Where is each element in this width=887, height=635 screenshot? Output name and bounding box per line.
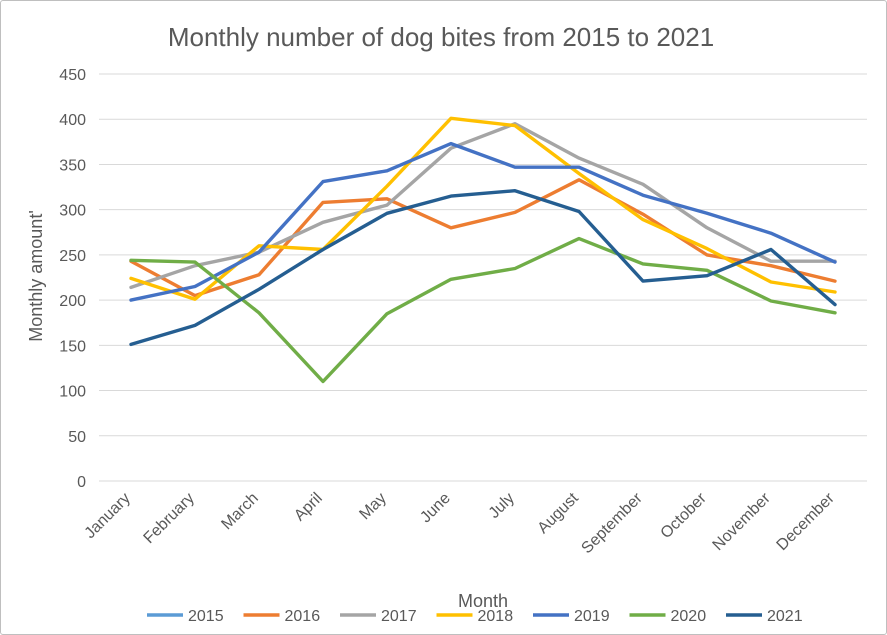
y-tick-label: 50 (68, 429, 86, 446)
series-line-2021 (129, 188, 837, 347)
x-axis-title: Month (458, 591, 508, 611)
series-lines (129, 116, 837, 384)
x-tick-label: November (710, 489, 775, 554)
legend-label-2015: 2015 (188, 608, 224, 625)
x-tick-label: April (291, 490, 326, 525)
y-tick-label: 0 (77, 474, 86, 491)
series-line-2019 (129, 141, 837, 302)
y-tick-label: 250 (59, 248, 86, 265)
series-line-2016 (129, 178, 837, 298)
y-axis-ticks: 0 50 100 150 200 250 300 350 400 450 (59, 67, 86, 491)
x-tick-label: June (417, 490, 454, 527)
x-axis-ticks: January February March April May June July Augu… (82, 489, 839, 557)
legend-label-2019: 2019 (574, 608, 610, 625)
x-tick-label: September (578, 489, 646, 557)
y-tick-label: 400 (59, 112, 86, 129)
x-tick-label: August (535, 489, 583, 537)
series-line-2020 (129, 236, 837, 384)
x-tick-label: January (82, 490, 134, 542)
legend-label-2017: 2017 (381, 608, 417, 625)
y-tick-label: 100 (59, 384, 86, 401)
y-tick-label: 200 (59, 293, 86, 310)
legend-label-2016: 2016 (285, 608, 321, 625)
y-tick-label: 450 (59, 67, 86, 84)
legend-label-2021: 2021 (767, 608, 803, 625)
y-tick-label: 150 (59, 338, 86, 355)
x-tick-label: October (658, 489, 711, 542)
x-tick-label: March (218, 490, 261, 533)
x-tick-label: February (141, 490, 198, 547)
legend-label-2018: 2018 (478, 608, 514, 625)
series-line-2018 (129, 116, 837, 301)
chart-title: Monthly number of dog bites from 2015 to… (168, 22, 714, 52)
y-tick-label: 300 (59, 203, 86, 220)
gridlines (99, 73, 867, 482)
y-axis-title: Monthly amount' (26, 210, 46, 342)
legend: 2015 2016 2017 2018 2019 2020 2021 (147, 608, 803, 625)
x-tick-label: December (774, 489, 839, 554)
y-tick-label: 350 (59, 157, 86, 174)
x-tick-label: July (486, 490, 518, 522)
x-tick-label: May (356, 490, 389, 523)
legend-label-2020: 2020 (671, 608, 707, 625)
